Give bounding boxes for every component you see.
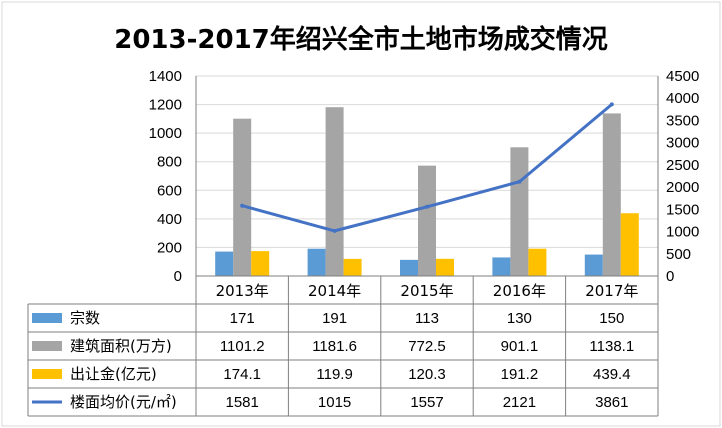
data-label: 174.1 (223, 366, 261, 383)
data-label: 1181.6 (312, 338, 357, 355)
data-label: 3861 (595, 394, 628, 411)
line-point (332, 228, 337, 233)
legend-label: 出让金(亿元) (70, 365, 157, 383)
data-label: 191.2 (501, 366, 539, 383)
data-label: 772.5 (408, 338, 446, 355)
data-label: 1557 (410, 394, 443, 411)
bar-3 (528, 248, 547, 276)
bar-2 (325, 107, 344, 276)
bar-2 (602, 113, 621, 277)
y-right-tick-label: 3500 (666, 112, 699, 129)
legend-swatch (32, 313, 62, 323)
data-label: 120.3 (408, 366, 446, 383)
data-label: 1581 (226, 394, 259, 411)
data-label: 1101.2 (220, 338, 265, 355)
y-left-tick-label: 600 (157, 182, 182, 199)
y-left-tick-label: 1400 (149, 68, 182, 85)
legend-label: 建筑面积(万方) (70, 337, 172, 355)
bar-1 (400, 259, 418, 276)
data-label: 150 (599, 310, 624, 327)
y-right-tick-label: 4500 (666, 68, 699, 85)
legend-label: 宗数 (70, 309, 100, 327)
bar-2 (418, 165, 436, 276)
y-left-tick-label: 1200 (149, 97, 182, 114)
x-tick-label: 2014年 (308, 282, 361, 300)
y-right-tick-label: 500 (666, 246, 691, 263)
line-point (609, 102, 614, 107)
x-tick-label: 2016年 (493, 282, 546, 300)
bar-2 (510, 147, 529, 276)
data-label: 191 (322, 310, 347, 327)
y-left-tick-label: 800 (157, 154, 182, 171)
bar-1 (215, 251, 234, 276)
legend-swatch (32, 341, 62, 351)
legend-swatch (32, 369, 62, 379)
data-label: 1015 (318, 394, 351, 411)
data-label: 2121 (503, 394, 536, 411)
y-left-tick-label: 400 (157, 211, 182, 228)
bar-1 (584, 254, 603, 276)
bar-1 (492, 257, 511, 276)
bar-3 (436, 258, 454, 276)
bar-3 (343, 258, 362, 276)
line-point (425, 204, 429, 209)
data-label: 439.4 (593, 366, 631, 383)
legend-label: 楼面均价(元/㎡) (70, 393, 177, 411)
data-label: 113 (415, 310, 439, 327)
y-right-tick-label: 1000 (666, 224, 699, 241)
x-tick-label: 2017年 (585, 282, 638, 300)
y-right-tick-label: 2000 (666, 179, 699, 196)
y-right-tick-label: 1500 (666, 201, 699, 218)
bar-2 (233, 118, 252, 276)
bar-3 (620, 213, 639, 276)
y-left-tick-label: 200 (157, 239, 182, 256)
y-left-tick-label: 0 (174, 268, 182, 285)
data-label: 119.9 (316, 366, 352, 383)
line-point (240, 203, 245, 208)
bar-1 (307, 248, 326, 276)
y-right-tick-label: 0 (666, 268, 674, 285)
y-right-tick-label: 4000 (666, 90, 699, 107)
line-point (517, 179, 522, 184)
y-left-tick-label: 1000 (149, 125, 182, 142)
y-right-tick-label: 2500 (666, 157, 699, 174)
y-right-tick-label: 3000 (666, 135, 699, 152)
x-tick-label: 2013年 (216, 282, 269, 300)
data-label: 901.1 (501, 338, 539, 355)
data-label: 130 (507, 310, 532, 327)
x-tick-label: 2015年 (400, 282, 453, 300)
chart-title: 2013-2017年绍兴全市土地市场成交情况 (114, 24, 608, 55)
data-label: 1138.1 (589, 338, 634, 355)
data-label: 171 (230, 310, 255, 327)
bar-3 (251, 251, 270, 276)
